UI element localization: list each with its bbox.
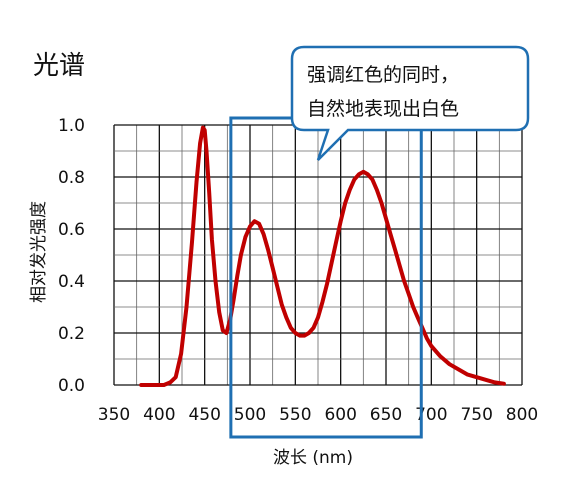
y-axis-label: 相对发光强度 <box>29 201 49 303</box>
callout-line-2: 自然地表现出白色 <box>307 98 459 120</box>
y-axis-ticks: 0.0 0.2 0.4 0.6 0.8 1.0 <box>58 116 85 396</box>
x-tick-label: 450 <box>188 405 220 425</box>
y-tick-label: 0.8 <box>58 168 85 188</box>
x-tick-label: 700 <box>415 405 447 425</box>
x-tick-label: 500 <box>234 405 266 425</box>
x-tick-label: 400 <box>143 405 175 425</box>
x-axis-ticks: 350 400 450 500 550 600 650 700 750 800 <box>98 405 538 425</box>
y-tick-label: 0.2 <box>58 324 85 344</box>
x-axis-label: 波长 (nm) <box>273 448 353 468</box>
x-tick-label: 800 <box>506 405 538 425</box>
x-tick-label: 650 <box>370 405 402 425</box>
x-tick-label: 550 <box>279 405 311 425</box>
y-tick-label: 1.0 <box>58 116 85 136</box>
x-tick-label: 350 <box>98 405 130 425</box>
callout-bubble <box>290 45 530 161</box>
x-tick-label: 600 <box>324 405 356 425</box>
highlight-range-box <box>229 116 423 439</box>
chart-title: 光谱 <box>33 51 85 81</box>
y-tick-label: 0.4 <box>58 272 85 292</box>
series-line-0 <box>139 125 506 387</box>
y-tick-label: 0.6 <box>58 220 85 240</box>
series-layer <box>139 125 506 387</box>
callout: 强调红色的同时， 自然地表现出白色 <box>290 45 530 161</box>
grid <box>113 124 523 386</box>
x-tick-label: 750 <box>460 405 492 425</box>
y-tick-label: 0.0 <box>58 376 85 396</box>
callout-line-1: 强调红色的同时， <box>307 64 459 86</box>
